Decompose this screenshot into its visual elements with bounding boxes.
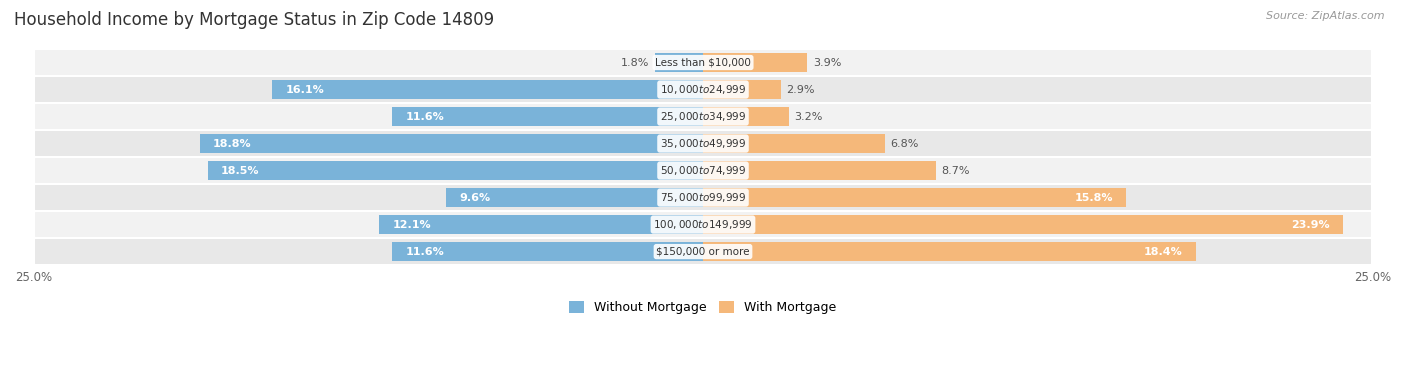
Text: 18.8%: 18.8% xyxy=(212,139,252,149)
Text: Household Income by Mortgage Status in Zip Code 14809: Household Income by Mortgage Status in Z… xyxy=(14,11,494,29)
Text: 23.9%: 23.9% xyxy=(1291,220,1330,229)
Bar xyxy=(703,161,936,180)
Text: $75,000 to $99,999: $75,000 to $99,999 xyxy=(659,191,747,204)
Text: 18.5%: 18.5% xyxy=(221,166,260,175)
Bar xyxy=(34,184,1372,211)
Text: 1.8%: 1.8% xyxy=(621,57,650,68)
Bar xyxy=(34,103,1372,130)
Text: 6.8%: 6.8% xyxy=(890,139,918,149)
Bar xyxy=(392,242,703,261)
Text: 11.6%: 11.6% xyxy=(406,112,444,122)
Bar xyxy=(703,188,1126,207)
Bar xyxy=(703,107,789,126)
Text: $150,000 or more: $150,000 or more xyxy=(657,246,749,257)
Text: 8.7%: 8.7% xyxy=(942,166,970,175)
Text: $35,000 to $49,999: $35,000 to $49,999 xyxy=(659,137,747,150)
Bar xyxy=(34,157,1372,184)
Bar xyxy=(34,49,1372,76)
Bar xyxy=(392,107,703,126)
Bar xyxy=(34,76,1372,103)
Text: Less than $10,000: Less than $10,000 xyxy=(655,57,751,68)
Bar xyxy=(446,188,703,207)
Text: 15.8%: 15.8% xyxy=(1074,192,1112,203)
Bar xyxy=(703,215,1343,234)
Text: 9.6%: 9.6% xyxy=(460,192,491,203)
Bar xyxy=(703,134,886,153)
Bar xyxy=(34,238,1372,265)
Bar xyxy=(200,134,703,153)
Bar xyxy=(703,53,807,72)
Text: $25,000 to $34,999: $25,000 to $34,999 xyxy=(659,110,747,123)
Bar xyxy=(34,130,1372,157)
Bar xyxy=(703,242,1195,261)
Legend: Without Mortgage, With Mortgage: Without Mortgage, With Mortgage xyxy=(564,296,842,319)
Text: Source: ZipAtlas.com: Source: ZipAtlas.com xyxy=(1267,11,1385,21)
Bar xyxy=(34,211,1372,238)
Text: $100,000 to $149,999: $100,000 to $149,999 xyxy=(654,218,752,231)
Text: 16.1%: 16.1% xyxy=(285,85,323,94)
Bar xyxy=(271,80,703,99)
Text: $10,000 to $24,999: $10,000 to $24,999 xyxy=(659,83,747,96)
Bar xyxy=(208,161,703,180)
Bar xyxy=(655,53,703,72)
Text: $50,000 to $74,999: $50,000 to $74,999 xyxy=(659,164,747,177)
Text: 3.9%: 3.9% xyxy=(813,57,841,68)
Bar xyxy=(380,215,703,234)
Text: 11.6%: 11.6% xyxy=(406,246,444,257)
Text: 18.4%: 18.4% xyxy=(1143,246,1182,257)
Bar xyxy=(703,80,780,99)
Text: 2.9%: 2.9% xyxy=(786,85,814,94)
Text: 12.1%: 12.1% xyxy=(392,220,432,229)
Text: 3.2%: 3.2% xyxy=(794,112,823,122)
